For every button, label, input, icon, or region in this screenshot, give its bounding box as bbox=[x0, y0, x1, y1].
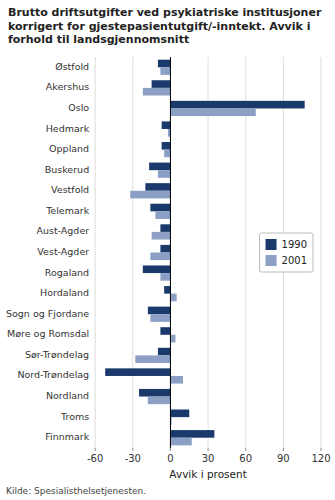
bar bbox=[130, 191, 170, 199]
bar bbox=[135, 355, 170, 363]
bar bbox=[160, 67, 170, 75]
legend-label: 1990 bbox=[282, 239, 307, 250]
bar bbox=[143, 265, 171, 273]
bar bbox=[164, 150, 170, 158]
bar bbox=[160, 273, 170, 281]
tick-mark bbox=[170, 448, 171, 451]
title-line: korrigert for gjestepasientutgift/-innte… bbox=[8, 20, 310, 33]
category-label: Troms bbox=[60, 411, 89, 422]
source: Kilde: Spesialisthelsetjenesten. bbox=[6, 486, 146, 496]
bar bbox=[152, 80, 171, 88]
x-axis: -60 -30 0 30 60 90 120 bbox=[87, 448, 331, 464]
bar bbox=[170, 294, 176, 302]
tick-mark bbox=[283, 448, 284, 451]
tick-label: -60 bbox=[87, 453, 103, 464]
tick-label: 30 bbox=[202, 453, 215, 464]
bar bbox=[170, 430, 214, 438]
category-label: Hordaland bbox=[40, 287, 89, 298]
grid-line bbox=[321, 57, 322, 448]
tick-mark bbox=[95, 448, 96, 451]
bar bbox=[170, 335, 175, 343]
legend-swatch bbox=[266, 239, 277, 250]
category-label: Hedmark bbox=[46, 123, 90, 134]
category-label: Oppland bbox=[49, 143, 89, 154]
bar bbox=[150, 314, 170, 322]
grid bbox=[95, 57, 321, 448]
bar bbox=[105, 368, 170, 376]
bar bbox=[170, 108, 255, 116]
bar bbox=[158, 60, 171, 68]
category-label: Finnmark bbox=[45, 431, 89, 442]
y-axis: Østfold Akershus Oslo Hedmark Oppland Buskeru… bbox=[6, 61, 90, 442]
tick-label: 60 bbox=[239, 453, 252, 464]
bar bbox=[152, 232, 171, 240]
bar bbox=[155, 211, 170, 219]
tick-mark bbox=[321, 448, 322, 451]
bar bbox=[170, 101, 304, 109]
category-label: Vest-Agder bbox=[37, 246, 89, 257]
bar bbox=[170, 410, 189, 418]
tick-mark bbox=[132, 448, 133, 451]
bar bbox=[158, 170, 171, 178]
bar bbox=[143, 88, 171, 96]
legend-label: 2001 bbox=[282, 255, 307, 266]
x-label: Avvik i prosent bbox=[169, 468, 246, 480]
chart: Brutto driftsutgifter ved psykiatriske i… bbox=[0, 0, 335, 500]
tick-label: 0 bbox=[167, 453, 173, 464]
bar bbox=[148, 307, 171, 315]
legend-swatch bbox=[266, 255, 277, 266]
tick-label: -30 bbox=[125, 453, 141, 464]
bar bbox=[149, 163, 170, 171]
bar bbox=[162, 142, 171, 150]
title-line: Brutto driftsutgifter ved psykiatriske i… bbox=[8, 6, 322, 19]
category-label: Rogaland bbox=[45, 267, 89, 278]
category-label: Nord-Trøndelag bbox=[17, 369, 89, 380]
category-label: Nordland bbox=[46, 390, 89, 401]
category-label: Aust-Agder bbox=[36, 225, 89, 236]
legend: 1990 2001 bbox=[260, 233, 313, 272]
tick-label: 90 bbox=[277, 453, 290, 464]
bar bbox=[160, 245, 170, 253]
tick-mark bbox=[245, 448, 246, 451]
bar bbox=[145, 183, 170, 191]
title-line: forhold til landsgjennomsnitt bbox=[8, 33, 189, 46]
category-label: Akershus bbox=[46, 81, 89, 92]
bar bbox=[164, 286, 170, 294]
category-label: Østfold bbox=[55, 61, 89, 72]
bar bbox=[162, 121, 171, 129]
category-label: Telemark bbox=[45, 205, 89, 216]
bar bbox=[170, 376, 183, 384]
bar bbox=[158, 348, 171, 356]
zero-line bbox=[170, 57, 171, 448]
bar bbox=[150, 253, 170, 261]
bar bbox=[148, 397, 171, 405]
grid-line bbox=[132, 57, 133, 448]
bar bbox=[160, 224, 170, 232]
category-label: Møre og Romsdal bbox=[7, 328, 89, 339]
bar bbox=[160, 327, 170, 335]
category-label: Sør-Trøndelag bbox=[25, 349, 89, 360]
tick-mark bbox=[208, 448, 209, 451]
bar bbox=[150, 204, 170, 212]
legend-frame bbox=[260, 233, 313, 272]
grid-line bbox=[95, 57, 96, 448]
bar bbox=[170, 438, 191, 446]
tick-label: 120 bbox=[311, 453, 330, 464]
title: Brutto driftsutgifter ved psykiatriske i… bbox=[8, 6, 322, 46]
category-label: Buskerud bbox=[45, 164, 89, 175]
grid-line bbox=[170, 57, 171, 448]
category-label: Sogn og Fjordane bbox=[6, 308, 89, 319]
bar bbox=[139, 389, 170, 397]
category-label: Vestfold bbox=[51, 184, 89, 195]
category-label: Oslo bbox=[68, 102, 89, 113]
